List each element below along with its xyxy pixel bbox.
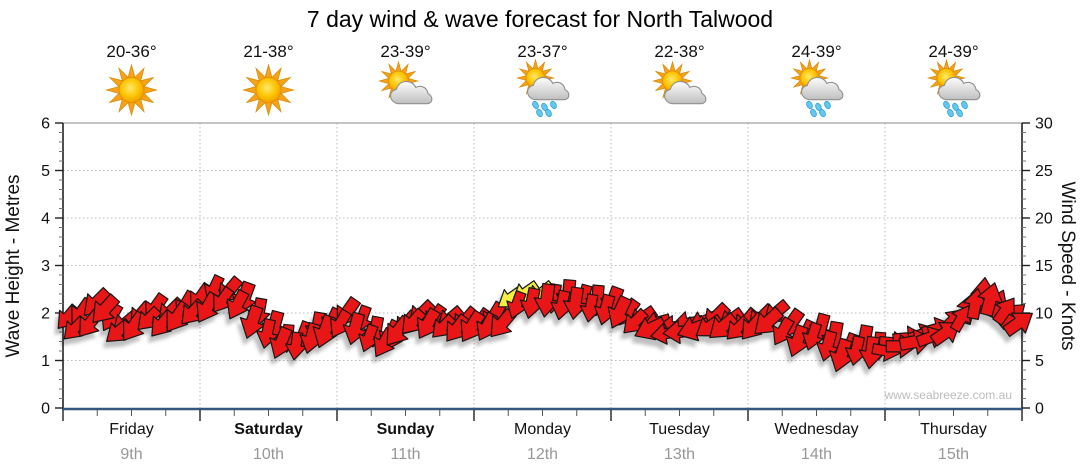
wind-arrow (506, 290, 528, 319)
wind-arrow (593, 293, 618, 326)
wind-arrow (623, 307, 649, 334)
day-date: 10th (253, 446, 284, 463)
left-axis-tick-label: 3 (41, 258, 50, 275)
right-axis-tick-label: 15 (1035, 258, 1053, 275)
wind-arrow (579, 293, 602, 323)
wind-arrow (239, 304, 266, 339)
day-name: Tuesday (649, 421, 710, 438)
day-column-wednesday: 24-39° Wednesday 14th (774, 42, 858, 463)
right-axis-tick-label: 20 (1035, 211, 1053, 228)
day-column-tuesday: 22-38° Tuesday 13th (649, 42, 710, 463)
wind-arrow (358, 323, 380, 353)
wind-arrow (1002, 312, 1033, 337)
wind-arrow (137, 305, 162, 330)
temperature-range: 23-39° (380, 42, 430, 61)
wind-arrow (269, 325, 294, 359)
weather-icon-sun-cloud-icon (651, 60, 707, 105)
right-axis-ticks: 0 5 10 15 20 25 30 (1022, 116, 1053, 418)
wind-arrow (844, 335, 868, 366)
day-date: 12th (527, 446, 558, 463)
right-axis-tick-label: 25 (1035, 163, 1053, 180)
day-date: 15th (938, 446, 969, 463)
weather-icon-sun-cloud-icon (377, 60, 433, 105)
wind-arrow (949, 305, 972, 333)
day-date: 9th (120, 446, 142, 463)
page-title: 7 day wind & wave forecast for North Tal… (307, 6, 773, 32)
wind-arrow (754, 306, 785, 335)
day-date: 14th (801, 446, 832, 463)
day-date: 11th (391, 446, 421, 463)
left-axis-tick-label: 4 (41, 211, 50, 228)
wind-arrow (490, 307, 517, 338)
day-column-thursday: 24-39° Thursday 15th (920, 42, 987, 463)
left-axis-title: Wave Height - Metres (3, 174, 24, 357)
left-axis-tick-label: 1 (41, 353, 50, 370)
day-column-friday: 20-36° Friday 9th (104, 42, 159, 463)
wind-arrow (92, 293, 121, 323)
day-date: 13th (664, 446, 695, 463)
weather-icon-sunny-icon (104, 63, 159, 117)
wind-arrow (562, 286, 589, 320)
weather-icon-sun-cloud-rain-icon (789, 58, 844, 118)
wind-arrows (57, 274, 1033, 373)
gridlines (63, 123, 1022, 408)
day-column-monday: 23-37° Monday 12th (514, 42, 571, 463)
wind-arrow (226, 288, 250, 320)
temperature-range: 20-36° (106, 42, 156, 61)
left-axis-tick-label: 6 (41, 116, 50, 133)
day-name: Wednesday (774, 421, 858, 438)
bottom-axis-ticks (62, 410, 1023, 421)
temperature-range: 24-39° (791, 42, 841, 61)
wind-arrow (533, 282, 560, 318)
wind-arrow (342, 311, 368, 346)
plot-borders (62, 122, 1023, 411)
weather-icon-sun-cloud-rain-icon (515, 58, 570, 118)
watermark: www.seabreeze.com.au (884, 388, 1012, 402)
right-axis-tick-label: 10 (1035, 306, 1053, 323)
left-axis-ticks: 0 1 2 3 4 5 6 (41, 116, 63, 418)
right-axis-tick-label: 5 (1035, 353, 1044, 370)
wind-arrow (828, 337, 855, 373)
day-column-saturday: 21-38° Saturday 10th (234, 42, 303, 463)
right-axis-title: Wind Speed - Knots (1057, 182, 1078, 351)
right-axis-tick-label: 0 (1035, 401, 1044, 418)
day-column-sunday: 23-39° Sunday 11th (377, 42, 435, 463)
day-name: Thursday (920, 421, 987, 438)
left-axis-tick-label: 2 (41, 306, 50, 323)
wind-arrow (977, 282, 1004, 317)
day-name: Friday (109, 421, 153, 438)
temperature-range: 21-38° (243, 42, 293, 61)
day-name: Saturday (234, 421, 303, 438)
day-name: Monday (514, 421, 571, 438)
day-name: Sunday (377, 421, 435, 438)
right-axis-tick-label: 30 (1035, 116, 1053, 133)
left-axis-tick-label: 5 (41, 163, 50, 180)
temperature-range: 24-39° (928, 42, 978, 61)
day-headers: 20-36° Friday 9th 21-38° Saturday 10th 23-39° S… (104, 42, 987, 463)
wind-arrow (550, 289, 574, 321)
weather-icon-sun-cloud-rain-icon (926, 58, 981, 118)
temperature-range: 23-37° (517, 42, 567, 61)
wind-arrow (519, 286, 544, 319)
weather-icon-sunny-icon (241, 63, 296, 117)
left-axis-tick-label: 0 (41, 401, 50, 418)
wind-arrow (992, 297, 1015, 326)
temperature-range: 22-38° (654, 42, 704, 61)
wind-arrow (802, 321, 824, 351)
